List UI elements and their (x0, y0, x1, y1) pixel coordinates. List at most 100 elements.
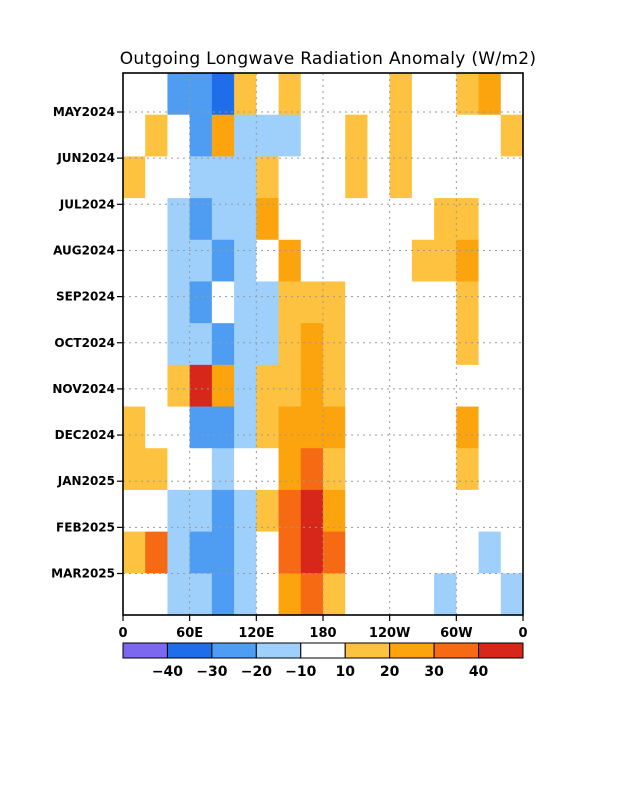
heatmap-cells (123, 73, 523, 615)
heatmap-cell (123, 281, 146, 324)
heatmap-cell (478, 448, 502, 491)
heatmap-cell (389, 323, 413, 366)
heatmap-cell (411, 323, 435, 366)
heatmap-cell (478, 323, 502, 366)
heatmap-cell (234, 114, 257, 157)
heatmap-cell (389, 489, 413, 533)
heatmap-cell (167, 323, 191, 366)
heatmap-cell (145, 531, 168, 574)
heatmap-cell (278, 406, 302, 449)
heatmap-cell (234, 448, 257, 491)
heatmap-cell (278, 489, 302, 533)
heatmap-cell (434, 573, 457, 615)
heatmap-cell (323, 448, 346, 491)
heatmap-cell (345, 73, 368, 116)
heatmap-cell (411, 364, 435, 408)
heatmap-cell (167, 406, 191, 449)
heatmap-cell (256, 281, 280, 324)
heatmap-cell (278, 573, 302, 615)
heatmap-cell (434, 281, 457, 324)
heatmap-cell (256, 114, 280, 157)
x-axis: 0 60E 120E 180 120W 60W 0 (118, 615, 528, 641)
heatmap-cell (300, 573, 324, 615)
heatmap-cell (434, 448, 457, 491)
y-tick-label: DEC2024 (55, 428, 115, 442)
y-tick-label: OCT2024 (54, 336, 115, 350)
heatmap-cell (478, 239, 502, 282)
heatmap-cell (434, 73, 457, 116)
heatmap-cell (167, 573, 191, 615)
x-tick-label: 0 (518, 626, 527, 641)
colorbar: −40 −30 −20 −10 10 20 30 40 (122, 642, 524, 680)
colorbar-label: 40 (469, 664, 489, 680)
heatmap-cell (389, 239, 413, 282)
heatmap-cell (411, 531, 435, 574)
heatmap-cell (256, 198, 280, 241)
heatmap-cell (278, 198, 302, 241)
heatmap-cell (234, 323, 257, 366)
heatmap-cell (345, 156, 368, 199)
heatmap-cell (434, 531, 457, 574)
heatmap-cell (256, 239, 280, 282)
heatmap-cell (500, 73, 523, 116)
heatmap-cell (211, 198, 235, 241)
heatmap-cell (189, 406, 213, 449)
heatmap-cell (434, 156, 457, 199)
heatmap-cell (167, 531, 191, 574)
heatmap-cell (478, 114, 502, 157)
heatmap-cell (389, 573, 413, 615)
heatmap-cell (256, 489, 280, 533)
heatmap-cell (123, 364, 146, 408)
heatmap-cell (434, 239, 457, 282)
heatmap-cell (145, 364, 168, 408)
heatmap-cell (456, 489, 480, 533)
heatmap-cell (345, 573, 368, 615)
heatmap-cell (278, 281, 302, 324)
heatmap-cell (123, 489, 146, 533)
colorbar-label: 30 (424, 664, 444, 680)
heatmap-cell (411, 156, 435, 199)
heatmap-cell (300, 198, 324, 241)
heatmap-cell (411, 239, 435, 282)
heatmap-cell (123, 73, 146, 116)
heatmap-cell (389, 73, 413, 116)
heatmap-cell (211, 73, 235, 116)
heatmap-cell (145, 73, 168, 116)
heatmap-cell (256, 323, 280, 366)
colorbar-label: −10 (285, 664, 316, 680)
heatmap-cell (323, 573, 346, 615)
heatmap-cell (411, 489, 435, 533)
heatmap-cell (478, 156, 502, 199)
heatmap-cell (345, 489, 368, 533)
heatmap-cell (323, 323, 346, 366)
heatmap-cell (389, 156, 413, 199)
heatmap-cell (167, 156, 191, 199)
y-tick-label: MAR2025 (51, 567, 115, 581)
heatmap-cell (478, 573, 502, 615)
heatmap-cell (456, 323, 480, 366)
heatmap-cell (167, 489, 191, 533)
heatmap-cell (145, 198, 168, 241)
heatmap-cell (434, 323, 457, 366)
heatmap-cell (145, 489, 168, 533)
colorbar-swatch (166, 642, 213, 659)
heatmap-cell (367, 198, 391, 241)
heatmap-cell (211, 364, 235, 408)
heatmap-cell (278, 323, 302, 366)
heatmap-cell (456, 364, 480, 408)
heatmap-cell (278, 73, 302, 116)
x-tick-label: 120E (238, 626, 274, 641)
heatmap-cell (434, 114, 457, 157)
heatmap-cell (167, 198, 191, 241)
colorbar-label: −40 (152, 664, 183, 680)
heatmap-cell (500, 281, 523, 324)
heatmap-cell (123, 531, 146, 574)
heatmap-cell (434, 406, 457, 449)
heatmap-cell (323, 156, 346, 199)
heatmap-cell (189, 448, 213, 491)
heatmap-cell (411, 573, 435, 615)
heatmap-cell (500, 364, 523, 408)
heatmap-cell (278, 239, 302, 282)
heatmap-cell (500, 489, 523, 533)
